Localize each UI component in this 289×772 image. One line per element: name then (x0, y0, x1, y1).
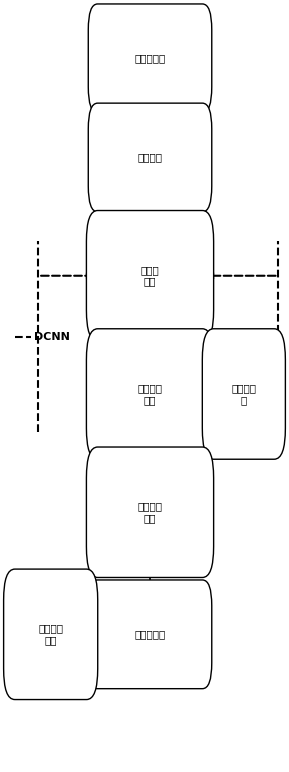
FancyBboxPatch shape (86, 211, 214, 341)
Text: 图像分割
模块: 图像分割 模块 (138, 502, 162, 523)
Text: 特征数据
库: 特征数据 库 (231, 383, 256, 405)
FancyBboxPatch shape (88, 103, 212, 212)
FancyBboxPatch shape (88, 4, 212, 113)
Text: 显示及预警: 显示及预警 (134, 53, 166, 63)
Text: 图像采集
模块: 图像采集 模块 (38, 624, 63, 645)
Text: DCNN: DCNN (34, 332, 70, 342)
Text: 预处理模块: 预处理模块 (134, 629, 166, 639)
Text: 特征提取
模块: 特征提取 模块 (138, 383, 162, 405)
Text: 目标识别: 目标识别 (138, 153, 162, 162)
FancyBboxPatch shape (86, 447, 214, 577)
FancyBboxPatch shape (202, 329, 285, 459)
FancyBboxPatch shape (88, 580, 212, 689)
Text: 分类器
模块: 分类器 模块 (141, 265, 160, 286)
FancyBboxPatch shape (4, 569, 98, 699)
FancyBboxPatch shape (86, 329, 214, 459)
